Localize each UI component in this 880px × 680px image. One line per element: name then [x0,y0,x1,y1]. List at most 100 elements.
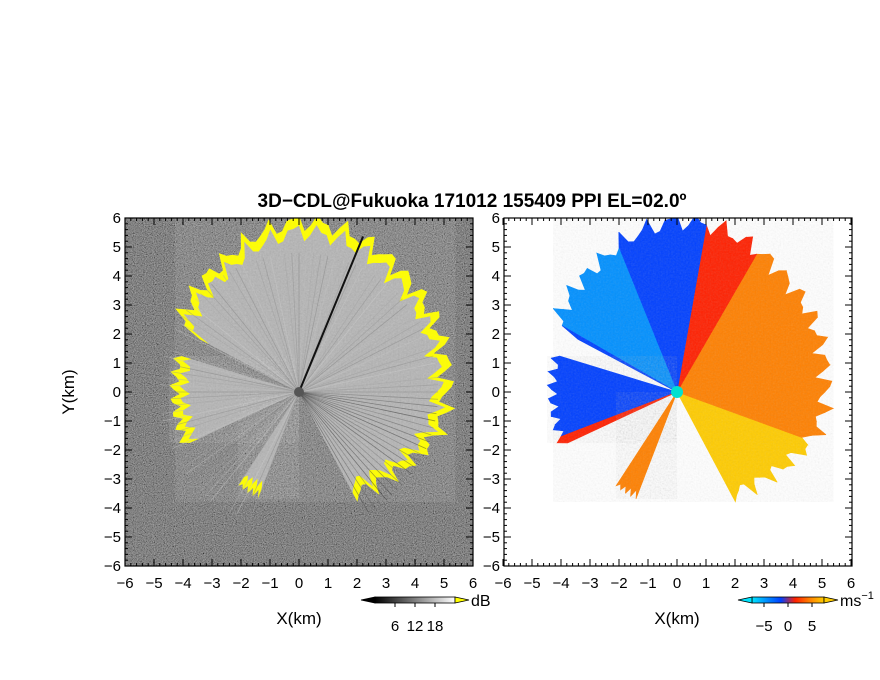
reflectivity-ray [200,391,300,491]
reflectivity-echo-texture [175,218,456,502]
reflectivity-ray [298,391,412,475]
reflectivity-ray [298,391,437,415]
velocity-panel [504,218,852,566]
refl-y-tick-label: −5 [104,529,121,546]
refl-y-tick-label: −3 [104,471,121,488]
reflectivity-colorbar: 6 12 18 dB [360,593,491,635]
reflectivity-ray [222,275,300,393]
reflectivity-ray [298,304,408,393]
reflectivity-ray [164,391,300,429]
reflectivity-ray [162,362,300,393]
vel-x-tick-label: −4 [552,575,569,592]
reflectivity-blocked-ray [298,236,364,393]
vel-y-tick-label: 1 [492,355,500,372]
reflectivity-ray [298,391,438,407]
vel-x-tick-label: 0 [673,575,681,592]
vel-x-tick-label: −1 [639,575,656,592]
reflectivity-ray [298,391,382,505]
reflectivity-ray [229,271,300,393]
reflectivity-ray [298,391,439,400]
refl-y-tick-label: 1 [113,355,121,372]
reflectivity-ray [262,257,300,393]
reflectivity-panel [125,218,473,566]
reflectivity-ray [298,391,387,501]
refl-colorbar-bar [374,596,456,604]
reflectivity-ray [229,391,300,513]
reflectivity-ray [298,391,393,496]
reflectivity-echo-field [159,218,456,523]
reflectivity-ray [248,391,300,523]
refl-x-tick-label: 0 [295,575,303,592]
refl-y-tick-label: −1 [104,413,121,430]
velocity-echo-field [546,218,835,503]
refl-x-tick-label: −4 [174,575,191,592]
reflectivity-ray [298,391,398,491]
reflectivity-ray [186,309,300,393]
reflectivity-ray [178,322,300,393]
vel-y-tick-label: −6 [483,558,500,575]
reflectivity-ray [298,377,438,393]
vel-colorbar-unit-exponent: −1 [861,590,874,602]
reflectivity-ray [242,264,300,393]
reflectivity-ray [186,391,300,475]
refl-x-tick-label: 1 [324,575,332,592]
reflectivity-ray [159,391,300,400]
refl-x-tick-label: −3 [203,575,220,592]
reflectivity-ray [178,391,300,462]
vel-y-tick-label: −1 [483,413,500,430]
reflectivity-ray [298,255,329,393]
reflectivity-ray [298,257,336,393]
refl-colorbar-high-triangle [454,596,470,604]
vel-colorbar-tick-label: −5 [755,618,772,635]
reflectivity-axes: −6 −5 −4 −3 −2 −1 0 1 2 3 4 5 6 6 5 4 3 2 1 0 −1 −2 −3 −4 −5 −6 [104,210,477,592]
reflectivity-ray [298,288,393,393]
reflectivity-ray [298,391,430,443]
reflectivity-ray [171,335,300,393]
reflectivity-ray [298,391,434,429]
vel-y-tick-label: 4 [492,268,500,285]
reflectivity-ray [284,253,300,393]
reflectivity-ray [195,298,300,393]
velocity-axes: −6 −5 −4 −3 −2 −1 0 1 2 3 4 5 6 6 5 4 3 2 1 0 −1 −2 −3 −4 −5 −6 [483,210,855,592]
reflectivity-ray [298,335,427,393]
refl-y-tick-label: −6 [104,558,121,575]
reflectivity-ray [168,341,300,393]
reflectivity-ray [298,391,408,480]
reflectivity-ray [298,391,416,469]
refl-y-tick-label: 5 [113,239,121,256]
reflectivity-ray [164,355,300,393]
refl-x-tick-label: −2 [232,575,249,592]
vel-y-tick-label: −2 [483,442,500,459]
reflectivity-ray [298,298,403,393]
refl-x-tick-label: −1 [261,575,278,592]
refl-x-tick-label: 3 [382,575,390,592]
reflectivity-ray [166,348,300,393]
reflectivity-echo-texture [169,356,299,443]
reflectivity-ray [190,391,300,480]
reflectivity-ray [298,391,369,513]
reflectivity-ray [211,283,300,393]
velocity-echo-texture [547,356,677,443]
refl-x-tick-label: 5 [440,575,448,592]
x-axis-label-right: X(km) [654,609,699,628]
reflectivity-ray [269,255,300,393]
refl-y-tick-label: 4 [113,268,121,285]
refl-y-tick-label: 0 [113,384,121,401]
reflectivity-ray [255,259,300,393]
reflectivity-ray [298,283,387,393]
refl-colorbar-low-triangle [360,596,376,604]
reflectivity-ray [298,384,439,393]
reflectivity-ray [298,259,343,393]
vel-y-tick-label: 6 [492,210,500,227]
reflectivity-ray [174,328,300,393]
figure-title: 3D−CDL@Fukuoka 171012 155409 PPI EL=02.0… [258,191,687,212]
vel-colorbar-unit: ms−1 [840,590,874,610]
reflectivity-ray [161,391,300,415]
reflectivity-ray [291,252,300,393]
reflectivity-ray [211,391,300,501]
reflectivity-ray [298,322,420,393]
reflectivity-ray [174,391,300,456]
reflectivity-ray [166,391,300,436]
reflectivity-echo-texture [238,392,299,499]
